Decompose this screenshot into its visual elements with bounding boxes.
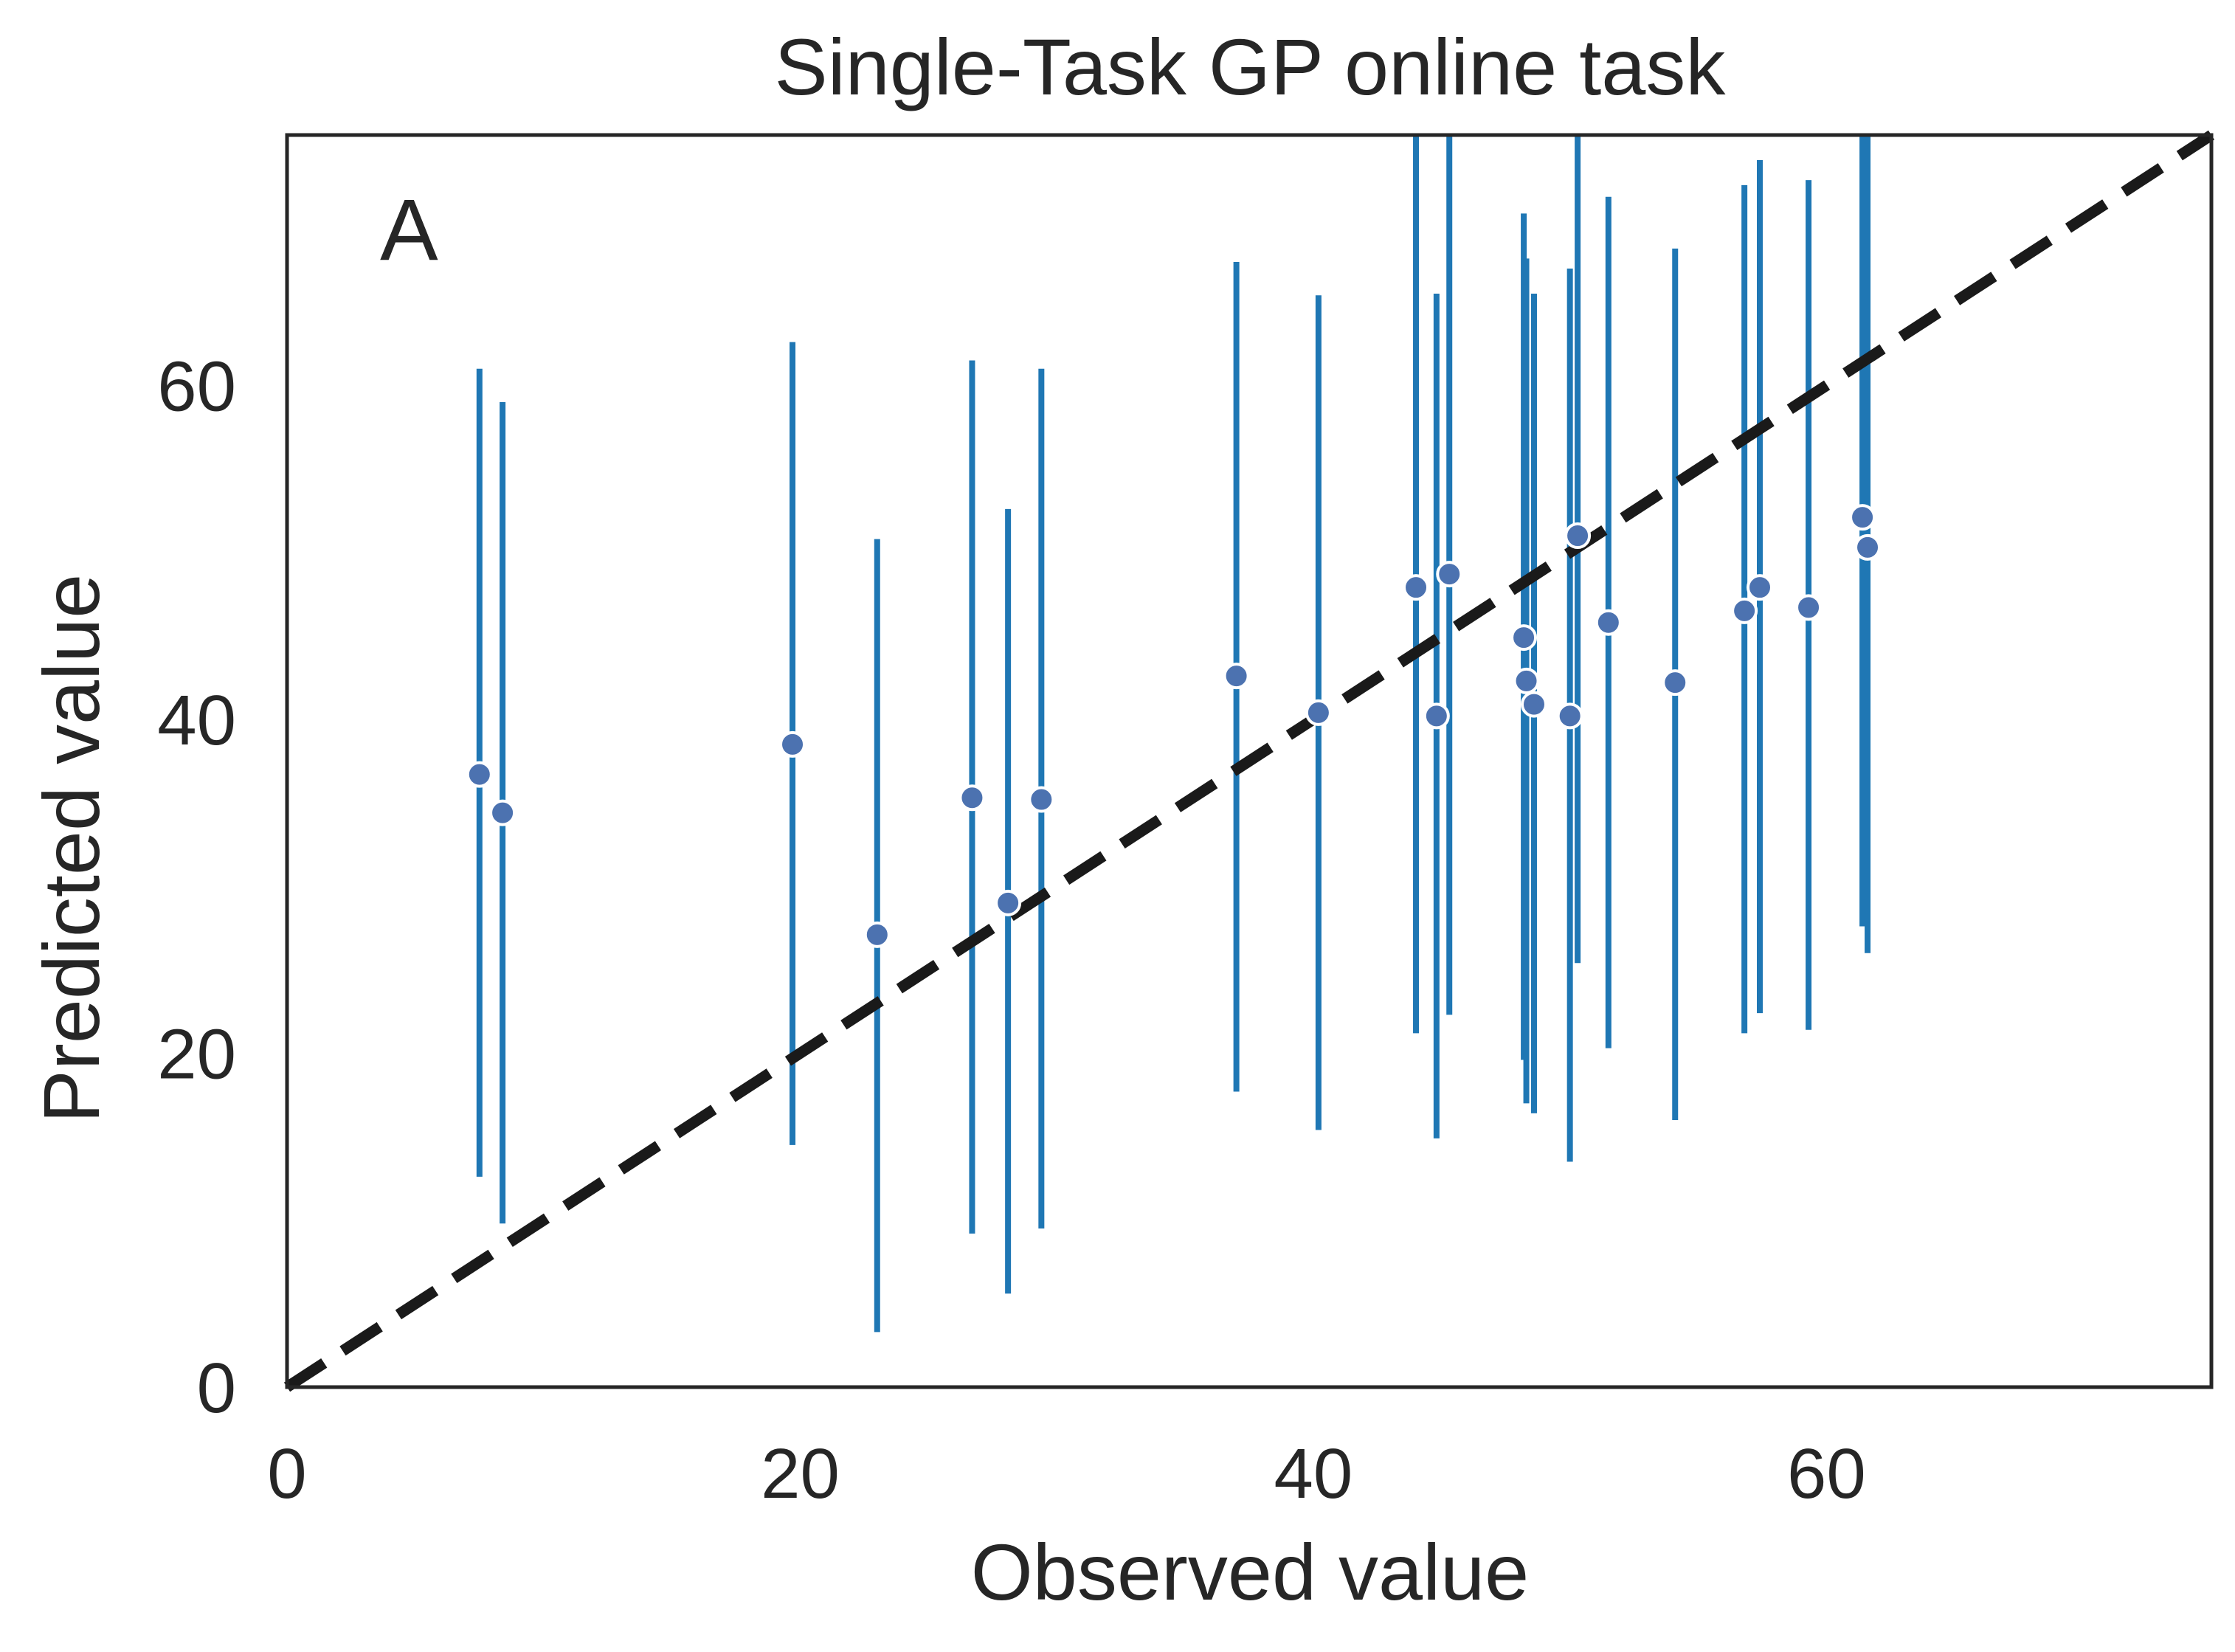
data-point <box>1746 574 1773 601</box>
data-point <box>1223 663 1250 690</box>
x-ticks: 0 20 40 60 <box>267 1434 1865 1513</box>
data-point <box>1028 786 1055 813</box>
x-tick-label: 60 <box>1787 1434 1866 1513</box>
data-point <box>1731 597 1758 624</box>
data-point <box>1662 669 1689 697</box>
data-point <box>1436 561 1463 588</box>
data-point <box>466 761 493 788</box>
data-point <box>1564 522 1592 550</box>
data-point <box>958 784 986 812</box>
y-tick-label: 0 <box>197 1349 236 1428</box>
data-point <box>1849 504 1876 531</box>
identity-line-group <box>283 130 2215 1392</box>
y-tick-label: 20 <box>157 1015 236 1093</box>
data-point <box>1595 609 1622 636</box>
x-tick-label: 40 <box>1274 1434 1353 1513</box>
x-axis-label: Observed value <box>971 1527 1529 1617</box>
y-tick-label: 40 <box>157 681 236 760</box>
y-axis-label: Predicted value <box>27 574 116 1123</box>
data-point <box>995 889 1022 916</box>
data-point <box>863 921 891 948</box>
panel-label: A <box>380 182 438 279</box>
data-point <box>1403 574 1430 601</box>
x-tick-label: 0 <box>267 1434 306 1513</box>
data-point <box>1854 533 1882 561</box>
data-point <box>1556 702 1583 730</box>
data-point <box>489 799 517 826</box>
x-tick-label: 20 <box>761 1434 840 1513</box>
data-point <box>1510 624 1538 652</box>
data-point <box>1795 594 1823 621</box>
data-point <box>1513 667 1540 694</box>
data-point <box>1520 691 1547 718</box>
plot-frame <box>285 133 2214 1389</box>
chart-title: Single-Task GP online task <box>775 22 1727 111</box>
y-ticks: 0 20 40 60 <box>157 347 236 1428</box>
data-point <box>779 730 806 758</box>
error-bars <box>476 135 1871 1333</box>
identity-line <box>283 130 2215 1392</box>
data-point <box>1305 699 1332 726</box>
data-points <box>466 504 1882 948</box>
y-tick-label: 60 <box>157 347 236 426</box>
data-point <box>1423 702 1450 730</box>
